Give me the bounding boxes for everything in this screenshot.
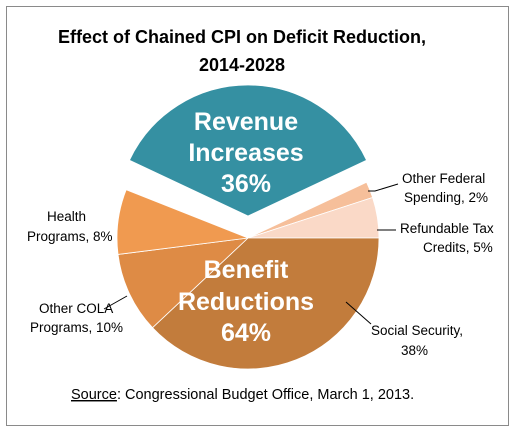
- slice-label-other-federal-line2: Spending, 2%: [404, 190, 488, 205]
- source-note: Source: Congressional Budget Office, Mar…: [71, 387, 414, 403]
- chart-title-line2: 2014-2028: [199, 55, 285, 75]
- group-label-revenue-line2: Increases: [188, 139, 303, 167]
- pie-slice-social-security: [151, 237, 380, 370]
- chart-frame: Effect of Chained CPI on Deficit Reducti…: [6, 6, 509, 426]
- slice-label-other-cola-line2: Programs, 10%: [30, 320, 123, 335]
- leader-other-cola: [103, 295, 128, 310]
- source-text: : Congressional Budget Office, March 1, …: [117, 387, 414, 403]
- group-label-revenue-value: 36%: [221, 170, 271, 198]
- slice-label-health-line2: Programs, 8%: [27, 229, 113, 244]
- slice-label-health-line1: Health: [47, 209, 86, 224]
- pie-slice-revenue-increases: [128, 84, 368, 217]
- slice-label-other-federal-line1: Other Federal: [402, 171, 485, 186]
- group-label-revenue-line1: Revenue: [194, 108, 298, 136]
- group-label-benefit-value: 64%: [221, 319, 271, 347]
- leader-other-federal: [368, 183, 399, 192]
- slice-label-refundable-line2: Credits, 5%: [423, 240, 493, 255]
- pie-chart: Effect of Chained CPI on Deficit Reducti…: [27, 27, 494, 403]
- slice-label-social-security-line2: 38%: [401, 343, 428, 358]
- pie-slice-other-cola: [117, 237, 250, 329]
- group-label-benefit-line2: Reductions: [178, 288, 314, 316]
- chart-title-line1: Effect of Chained CPI on Deficit Reducti…: [58, 27, 426, 47]
- group-label-benefit-line1: Benefit: [204, 256, 289, 284]
- pie-slices: [116, 84, 380, 370]
- slice-label-refundable-line1: Refundable Tax: [400, 221, 494, 236]
- slice-label-social-security-line1: Social Security,: [371, 323, 463, 338]
- pie-slice-health: [116, 189, 249, 255]
- source-prefix: Source: [71, 387, 117, 403]
- slice-label-other-cola-line1: Other COLA: [39, 301, 113, 316]
- leader-social-security: [345, 301, 372, 325]
